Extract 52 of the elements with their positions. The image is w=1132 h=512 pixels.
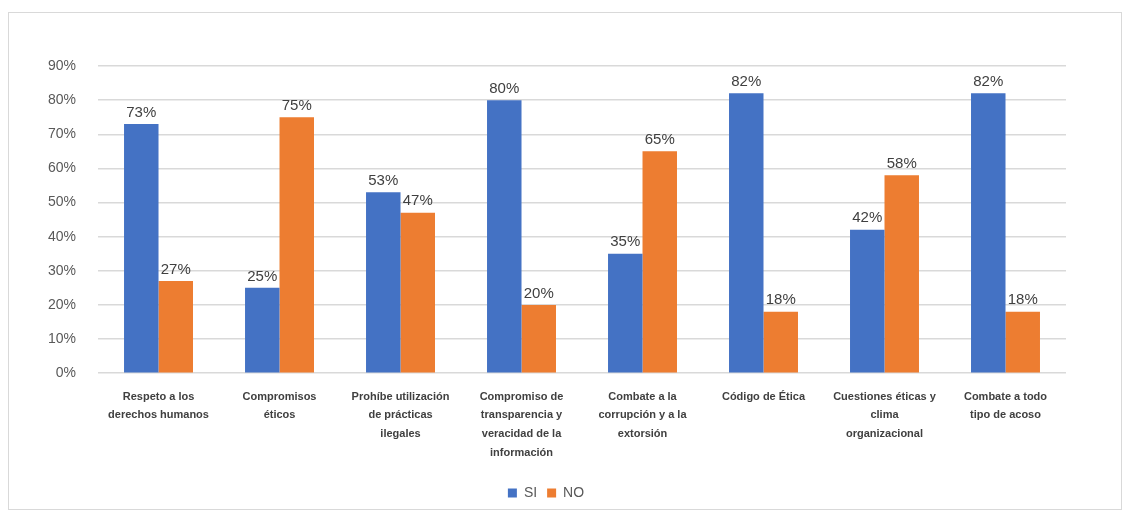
y-tick-label: 0% [55, 364, 77, 381]
bar [366, 192, 401, 373]
bar [400, 212, 435, 373]
y-tick-label: 10% [47, 329, 77, 346]
x-tick-label: Combate a la corrupción y a la extorsión [598, 389, 688, 439]
data-label: 80% [489, 78, 520, 96]
data-label: 35% [610, 232, 641, 250]
y-tick-label: 50% [47, 193, 77, 210]
y-tick-label: 70% [47, 125, 77, 142]
data-label: 18% [1007, 290, 1038, 308]
x-tick-label: Código de Ética [721, 389, 806, 402]
data-label: 20% [523, 283, 554, 301]
x-tick-label: Respeto a los derechos humanos [108, 389, 209, 421]
data-label: 82% [731, 71, 762, 89]
data-label: 25% [247, 266, 278, 284]
x-tick-label: Combate a todo tipo de acoso [963, 389, 1048, 421]
bar [487, 100, 522, 373]
bar [158, 281, 193, 373]
y-tick-label: 80% [47, 90, 77, 107]
y-tick-label: 40% [47, 227, 77, 244]
data-label: 82% [973, 71, 1004, 89]
bar [763, 311, 798, 373]
bar [245, 287, 280, 373]
legend-label: NO [563, 483, 585, 500]
x-tick-label: Compromiso de transparencia y veracidad de la información [479, 389, 564, 458]
data-label: 75% [281, 95, 312, 113]
x-tick-label: Cuestiones éticas y clima organizacional [833, 389, 937, 439]
data-label: 18% [765, 290, 796, 308]
data-label: 73% [126, 102, 157, 120]
bar [884, 175, 919, 373]
data-label: 47% [402, 191, 433, 209]
bar [642, 151, 677, 373]
bar [971, 93, 1006, 373]
legend-label: SI [523, 483, 538, 500]
bar [124, 124, 159, 373]
data-label: 65% [644, 129, 675, 147]
data-label: 58% [886, 153, 917, 171]
x-tick-label: Prohíbe utilización de prácticas ilegales [351, 389, 450, 439]
data-label: 53% [368, 170, 399, 188]
bar [850, 229, 885, 373]
data-label: 27% [160, 259, 191, 277]
y-tick-label: 30% [47, 261, 77, 278]
x-tick-label: Compromisos éticos [242, 389, 317, 421]
y-tick-label: 20% [47, 295, 77, 312]
y-tick-label: 60% [47, 159, 77, 176]
bar [521, 304, 556, 373]
bar [279, 117, 314, 373]
bar [1005, 311, 1040, 373]
bar [608, 253, 643, 373]
data-label: 42% [852, 208, 883, 226]
bar [729, 93, 764, 373]
y-tick-label: 90% [47, 56, 77, 73]
